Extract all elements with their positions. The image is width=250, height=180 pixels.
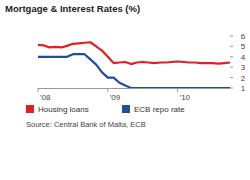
y-tick-label: 4: [241, 53, 246, 62]
y-tick: [230, 77, 233, 78]
x-tick: [107, 88, 108, 92]
plot-area: [38, 42, 230, 88]
legend-swatch: [122, 105, 130, 113]
y-tick: [230, 56, 233, 57]
legend-label: Housing loans: [38, 105, 89, 114]
x-tick: [177, 88, 178, 92]
title: Mortgage & Interest Rates (%): [5, 3, 140, 14]
series-line: [38, 54, 230, 88]
source: Source: Central Bank of Malta, ECB: [26, 120, 146, 129]
y-tick: [230, 67, 233, 68]
x-tick-label: '09: [110, 93, 121, 102]
x-tick: [38, 88, 39, 92]
y-tick-label: 3: [241, 63, 246, 72]
y-tick: [230, 88, 233, 89]
y-tick: [230, 46, 233, 47]
x-tick-label: '10: [180, 93, 191, 102]
legend-swatch: [26, 105, 34, 113]
x-tick-label: '08: [40, 93, 51, 102]
y-tick: [230, 36, 233, 37]
y-tick-label: 6: [241, 32, 246, 41]
y-tick-label: 5: [241, 42, 246, 51]
series-line: [38, 42, 230, 64]
chart: Mortgage & Interest Rates (%) 12 34 56 '08 '0…: [0, 0, 250, 180]
x-axis: [38, 88, 230, 89]
y-tick-label: 2: [241, 74, 246, 83]
y-tick-label: 1: [241, 84, 246, 93]
legend-label: ECB repo rate: [134, 105, 185, 114]
